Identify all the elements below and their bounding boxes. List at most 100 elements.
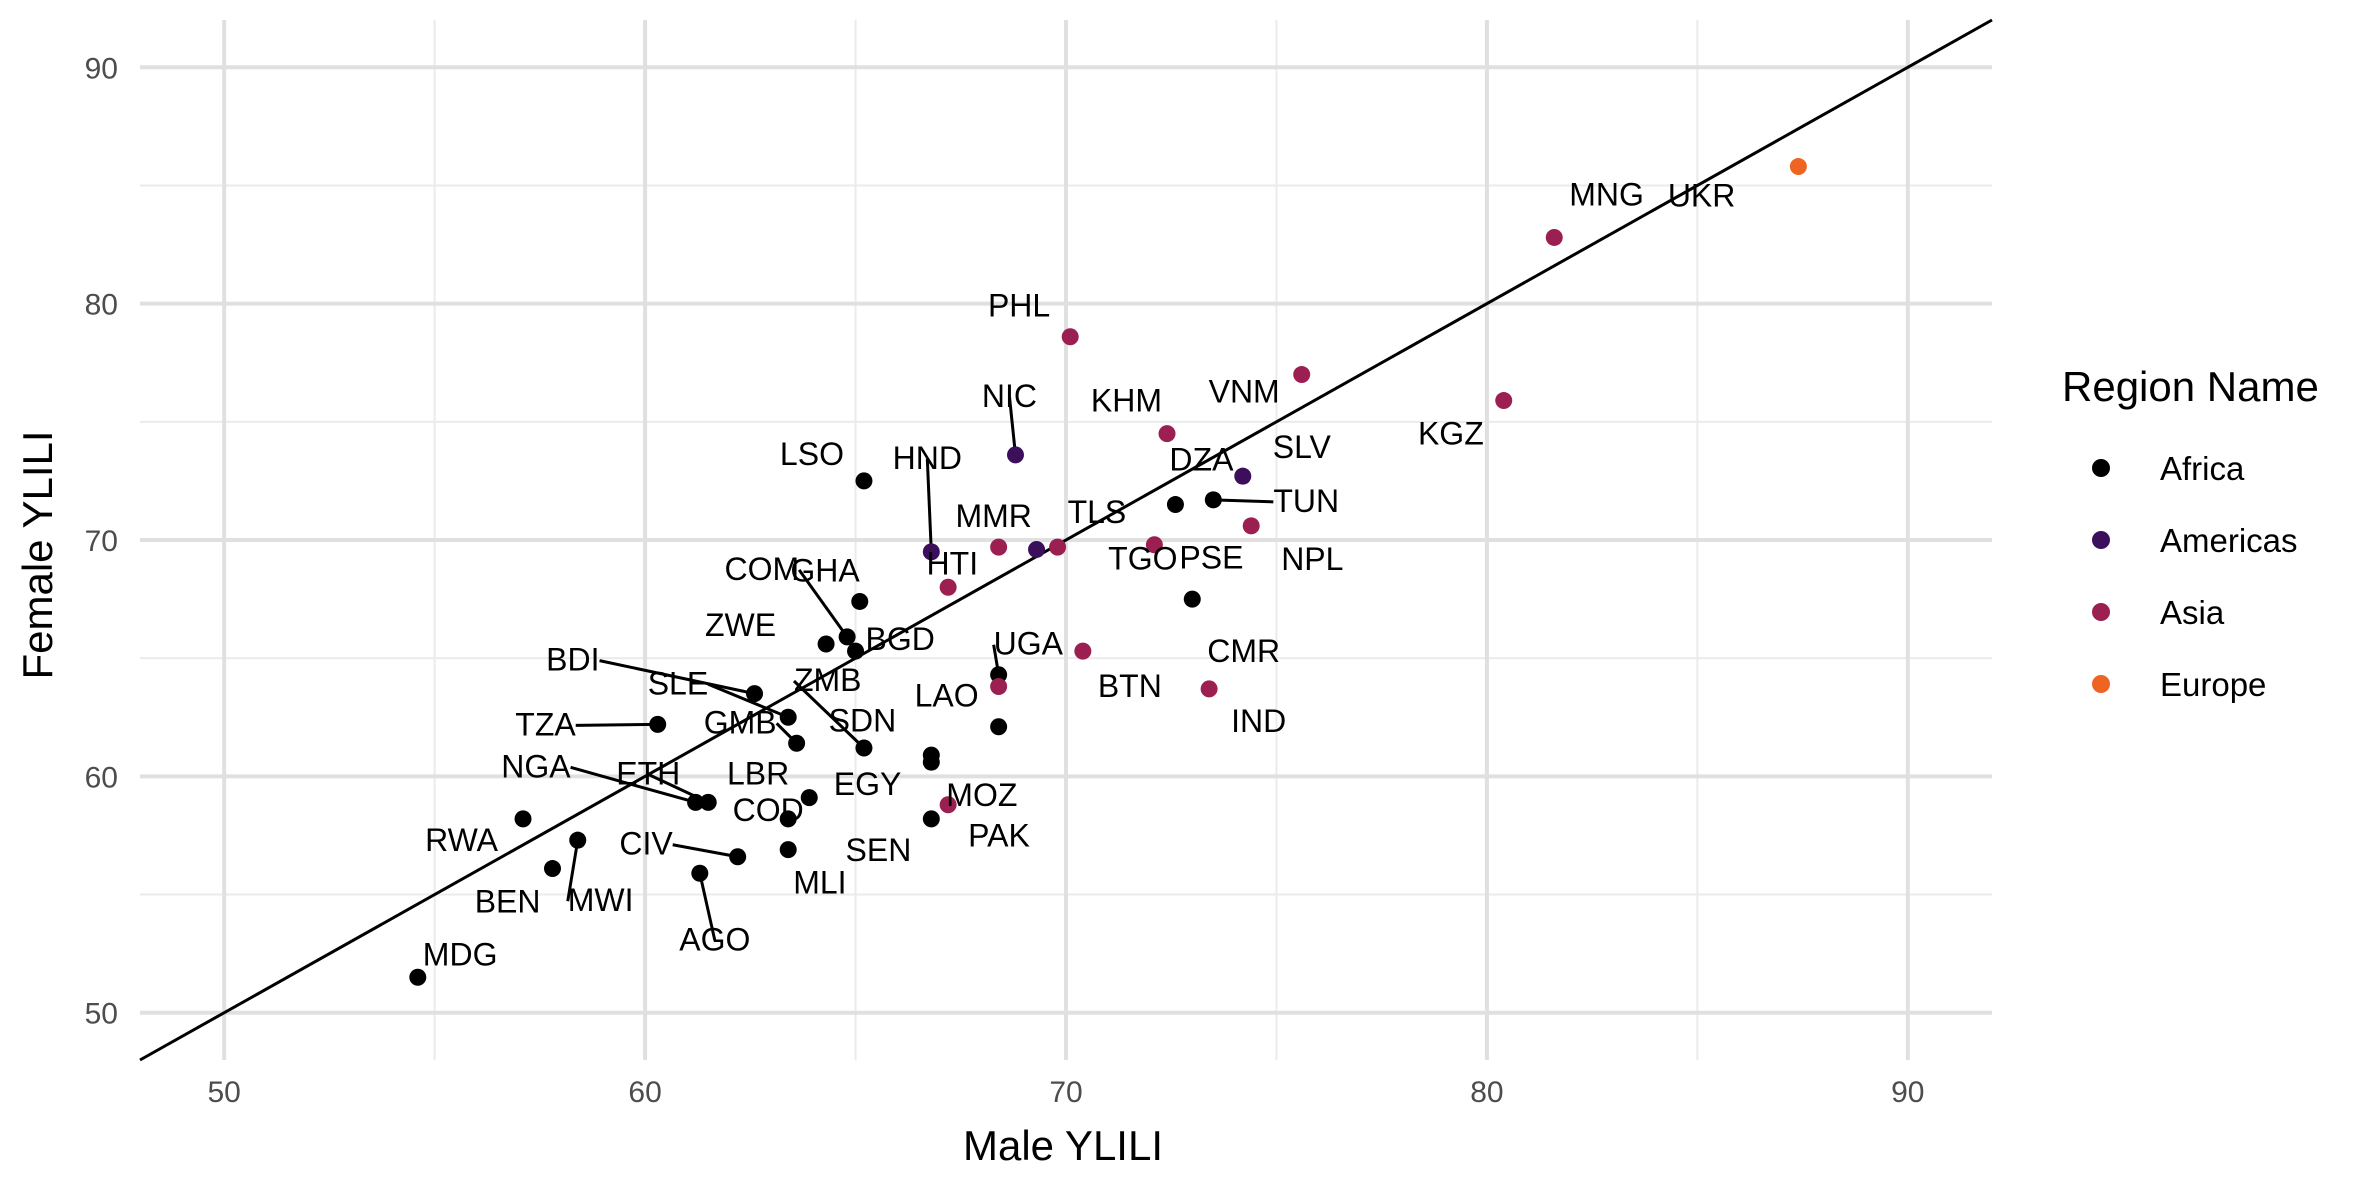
label-mli: MLI (793, 865, 846, 901)
point-npl (1242, 517, 1260, 535)
point-mmr (990, 538, 1008, 556)
label-kgz: KGZ (1418, 416, 1484, 452)
point-mng (1545, 228, 1563, 246)
x-tick-label: 70 (1049, 1076, 1082, 1109)
point-gmb (788, 734, 806, 752)
leader-line-civ (672, 843, 738, 859)
point-pak (939, 796, 957, 814)
point-vnm (1293, 366, 1311, 384)
point-gha (851, 592, 869, 610)
label-vnm: VNM (1209, 374, 1280, 410)
point-hti (1028, 540, 1046, 558)
point-bgd (847, 642, 865, 660)
point-civ (729, 848, 747, 866)
label-egy: EGY (834, 766, 902, 802)
x-tick-label: 60 (628, 1076, 661, 1109)
leader-line-hnd (925, 458, 933, 552)
x-tick-label: 90 (1891, 1076, 1924, 1109)
point-kgz (1495, 392, 1513, 410)
label-tls: TLS (1068, 494, 1127, 530)
label-civ: CIV (619, 826, 673, 862)
label-sle: SLE (648, 665, 708, 701)
leader-line-zmb (792, 679, 866, 750)
label-tun: TUN (1273, 483, 1339, 519)
point-tgo (939, 578, 957, 596)
label-ind: IND (1231, 703, 1286, 739)
y-axis-ticks: 50 60 70 80 90 (85, 52, 118, 1030)
label-mmr: MMR (955, 498, 1031, 534)
label-nga: NGA (501, 748, 571, 784)
point-tza (649, 715, 667, 733)
label-sen: SEN (846, 832, 912, 868)
point-pse (1145, 536, 1163, 554)
point-ago (691, 864, 709, 882)
point-ben (543, 860, 561, 878)
point-khm (1158, 425, 1176, 443)
legend-marker-asia (2092, 603, 2110, 621)
grid-lines (140, 20, 1992, 1060)
point-rwa (514, 810, 532, 828)
point-egy (922, 746, 940, 764)
label-hnd: HND (893, 440, 962, 476)
point-lao (990, 678, 1008, 696)
label-moz: MOZ (946, 777, 1017, 813)
legend-marker-europe (2092, 675, 2110, 693)
point-bdi (746, 685, 764, 703)
x-axis-ticks: 50 60 70 80 90 (207, 1076, 1924, 1109)
leader-line-ago (698, 872, 717, 941)
leader-line-mwi (566, 839, 580, 902)
label-pse: PSE (1179, 540, 1243, 576)
point-zwe (817, 635, 835, 653)
x-tick-label: 50 (207, 1076, 240, 1109)
point-lso (855, 472, 873, 490)
label-ben: BEN (475, 884, 541, 920)
point-nga (687, 793, 705, 811)
label-mng: MNG (1569, 176, 1644, 212)
label-hti: HTI (927, 545, 979, 581)
label-lao: LAO (915, 678, 979, 714)
point-com (838, 628, 856, 646)
leader-line-sle (707, 682, 789, 719)
x-tick-label: 80 (1470, 1076, 1503, 1109)
y-tick-label: 90 (85, 52, 118, 85)
point-ind (1200, 680, 1218, 698)
label-gmb: GMB (704, 704, 777, 740)
label-ukr: UKR (1668, 178, 1736, 214)
label-nic: NIC (982, 378, 1037, 414)
label-slv: SLV (1273, 429, 1332, 465)
label-eth: ETH (616, 755, 680, 791)
label-zwe: ZWE (705, 607, 776, 643)
label-btn: BTN (1098, 668, 1162, 704)
label-dza: DZA (1169, 442, 1234, 478)
point-mwi (569, 831, 587, 849)
legend-label-africa: Africa (2160, 450, 2245, 487)
point-btn (1074, 642, 1092, 660)
leader-line-com (797, 569, 849, 638)
leader-line-tun (1213, 498, 1274, 504)
label-rwa: RWA (425, 822, 499, 858)
y-axis-title: Female YLILI (14, 430, 61, 679)
label-uga: UGA (994, 626, 1064, 662)
leader-line-bdi (599, 659, 755, 696)
y-tick-label: 70 (85, 525, 118, 558)
label-khm: KHM (1091, 383, 1162, 419)
x-axis-title: Male YLILI (963, 1122, 1163, 1169)
identity-line (139, 18, 1993, 1062)
leader-line-nic (1007, 396, 1017, 456)
label-sdn: SDN (829, 703, 897, 739)
legend: Region Name Africa Americas Asia Europe (2062, 363, 2319, 703)
label-npl: NPL (1281, 541, 1343, 577)
label-tza: TZA (515, 706, 576, 742)
legend-marker-africa (2092, 459, 2110, 477)
reference-line (139, 18, 1993, 1062)
point-mdg (409, 968, 427, 986)
point-tun (1204, 491, 1222, 509)
label-mwi: MWI (568, 882, 634, 918)
label-mdg: MDG (423, 936, 498, 972)
label-com: COM (724, 551, 799, 587)
point-ukr (1789, 158, 1807, 176)
point-uga (990, 666, 1008, 684)
label-tgo: TGO (1108, 540, 1177, 576)
